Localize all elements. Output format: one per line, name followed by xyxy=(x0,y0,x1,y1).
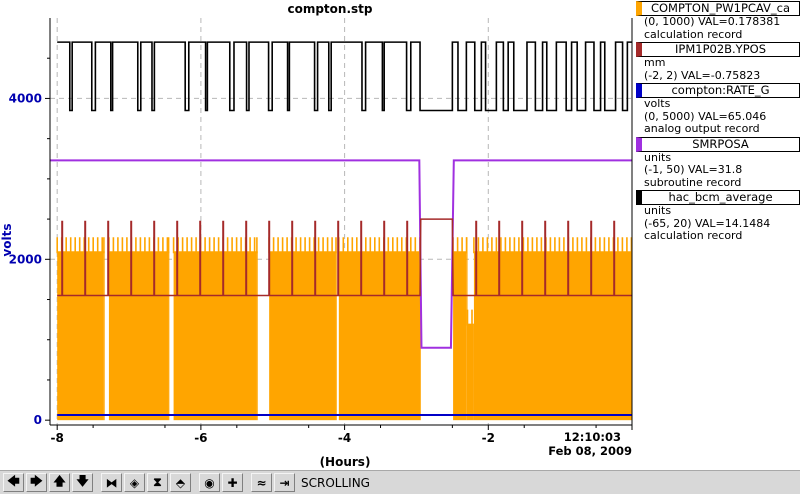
legend-swatch[interactable]: compton:RATE_G xyxy=(636,83,800,98)
series-orange-segment xyxy=(256,251,258,421)
legend-entry[interactable]: IPM1P02B.YPOS mm (-2, 2) VAL=-0.75823 xyxy=(636,42,800,82)
strip-chart[interactable]: -8 -6 -4 -2 0 2000 4000 compton.stp (Hours) vo… xyxy=(0,0,636,470)
zoom-in-vertical-icon[interactable]: ⧗ xyxy=(147,473,168,492)
legend-entry[interactable]: COMPTON_PW1PCAV_ca (0, 1000) VAL=0.17838… xyxy=(636,1,800,41)
series-orange-segment xyxy=(57,251,104,421)
series-orange-segment xyxy=(173,251,257,421)
plot-area[interactable] xyxy=(50,41,633,421)
end-date-label: Feb 08, 2009 xyxy=(548,444,632,458)
x-tick-label: -8 xyxy=(51,431,64,445)
pan-down-icon[interactable]: 🡇 xyxy=(72,473,93,492)
series-orange-spikes xyxy=(466,309,473,326)
series-ipm1p02b-spikes xyxy=(61,220,616,296)
pan-right-icon[interactable]: 🡆 xyxy=(26,473,47,492)
y-tick-label: 2000 xyxy=(9,252,42,266)
y-axis-label: volts xyxy=(0,223,14,256)
legend-swatch[interactable]: IPM1P02B.YPOS xyxy=(636,42,800,57)
series-line-smrposa[interactable] xyxy=(50,159,632,349)
end-time-label: 12:10:03 xyxy=(564,430,621,444)
legend-detail: (-65, 20) VAL=14.1484 xyxy=(644,216,771,230)
legend-detail: calculation record xyxy=(644,27,743,41)
legend-swatch[interactable]: SMRPOSA xyxy=(636,136,800,152)
legend-entry[interactable]: compton:RATE_G volts (0, 5000) VAL=65.04… xyxy=(636,83,800,136)
series-orange-segment xyxy=(108,251,169,421)
x-tick-label: -2 xyxy=(482,431,495,445)
legend-range: units xyxy=(644,204,672,217)
series-orange-segment xyxy=(473,251,632,421)
legend-range: units xyxy=(644,150,672,164)
legend-swatch[interactable]: COMPTON_PW1PCAV_ca xyxy=(636,1,800,16)
legend-entry[interactable]: hac_bcm_average units (-65, 20) VAL=14.1… xyxy=(636,190,800,243)
series-orange-segment xyxy=(466,251,468,421)
y-tick-label: 4000 xyxy=(9,91,42,105)
series-orange-segment xyxy=(335,251,337,421)
pan-left-icon[interactable]: 🡄 xyxy=(3,473,24,492)
legend-entry[interactable]: SMRPOSA units (-1, 50) VAL=31.8 subrouti… xyxy=(636,136,800,190)
legend: COMPTON_PW1PCAV_ca (0, 1000) VAL=0.17838… xyxy=(636,0,800,243)
x-tick-label: -6 xyxy=(194,431,207,445)
scroll-mode-status: SCROLLING xyxy=(301,475,370,490)
zoom-out-horizontal-icon[interactable]: ◈ xyxy=(124,473,145,492)
legend-detail: (-1, 50) VAL=31.8 xyxy=(644,163,743,176)
series-line-ipm1p02b-ypos[interactable] xyxy=(57,218,632,297)
auto-scale-icon[interactable]: ◉ xyxy=(199,473,220,492)
x-axis-label: (Hours) xyxy=(320,455,371,469)
series-orange-segment xyxy=(168,251,170,421)
legend-range: volts xyxy=(644,97,671,110)
legend-swatch[interactable]: hac_bcm_average xyxy=(636,190,800,205)
x-tick-label: -4 xyxy=(338,431,351,445)
legend-range: mm xyxy=(644,56,666,69)
legend-range: (0, 1000) VAL=0.178381 xyxy=(644,15,781,28)
legend-detail: (-2, 2) VAL=-0.75823 xyxy=(644,68,761,82)
axes: -8 -6 -4 -2 0 2000 4000 xyxy=(9,18,633,445)
zoom-in-horizontal-icon[interactable]: ⧓ xyxy=(101,473,122,492)
series-orange-segment xyxy=(467,323,474,421)
y-tick-label: 0 xyxy=(34,413,42,427)
toolbar: 🡄 🡆 🡅 🡇 ⧓ ◈ ⧗ ⬘ ◉ ✚ ≈ ⇥ SCROLLING xyxy=(0,470,800,494)
series-line-hac-bcm-average[interactable] xyxy=(57,41,632,112)
stagger-icon[interactable]: ≈ xyxy=(251,473,272,492)
zoom-out-vertical-icon[interactable]: ⬘ xyxy=(170,473,191,492)
chart-title: compton.stp xyxy=(287,2,372,16)
pan-up-icon[interactable]: 🡅 xyxy=(49,473,70,492)
legend-detail: (0, 5000) VAL=65.046 xyxy=(644,109,767,123)
legend-record-type: subroutine record xyxy=(644,175,742,189)
series-orange-segment xyxy=(269,251,336,421)
series-orange-segment xyxy=(453,251,467,421)
scroll-mode-icon[interactable]: ⇥ xyxy=(274,473,295,492)
add-pv-icon[interactable]: ✚ xyxy=(222,473,243,492)
legend-record-type: analog output record xyxy=(644,122,760,135)
series-orange-spikes xyxy=(268,237,333,254)
legend-record-type: calculation record xyxy=(644,229,743,242)
series-orange-segment xyxy=(103,251,105,421)
